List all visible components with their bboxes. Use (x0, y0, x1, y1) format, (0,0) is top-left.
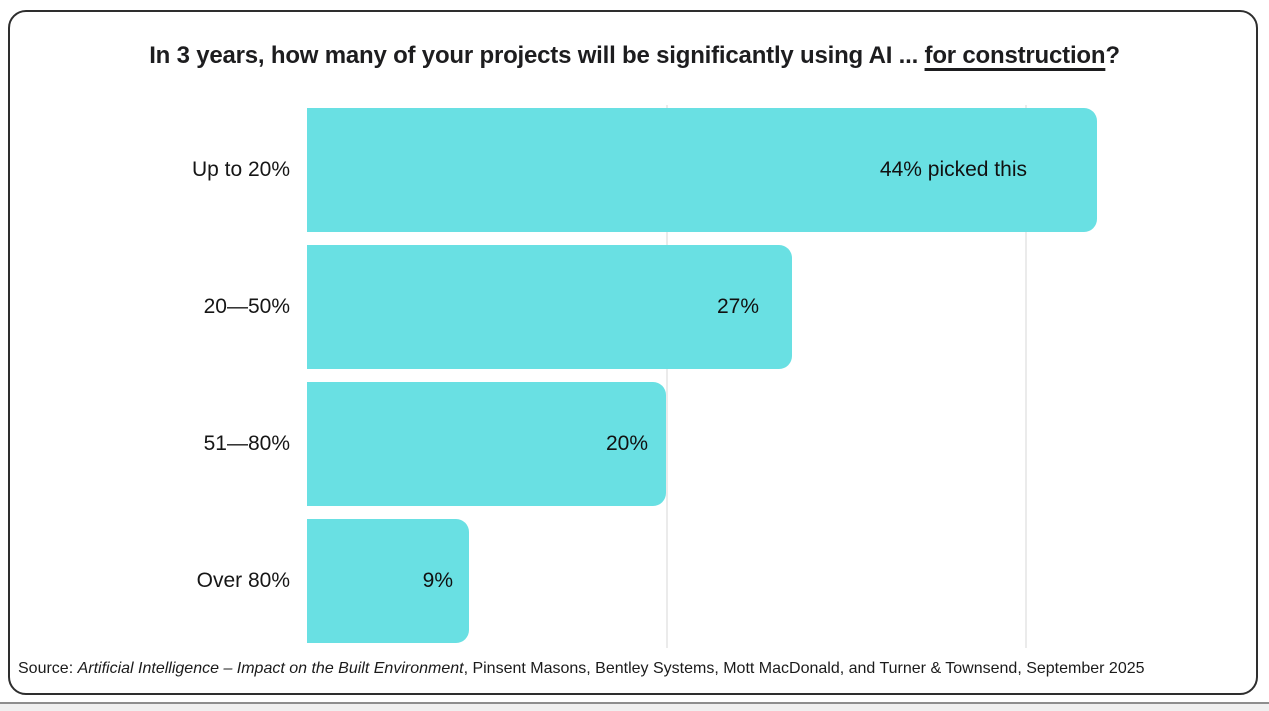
bar-value-label: 9% (422, 569, 453, 592)
bar-row: Over 80% 9% (0, 519, 1269, 643)
bar-value-label: 20% (605, 432, 648, 455)
bar-row: Up to 20% 44% picked this (0, 108, 1269, 232)
chart-title-text: In 3 years, how many of your projects wi… (149, 42, 925, 69)
source-citation: Source: Artificial Intelligence – Impact… (18, 660, 1250, 678)
category-label: 51—80% (203, 432, 290, 455)
source-report-title: Artificial Intelligence – Impact on the … (77, 660, 464, 677)
bar-row: 51—80% 20% (0, 382, 1269, 506)
gridline-40pct (1025, 105, 1027, 648)
bar-value-label: 44% picked this (879, 158, 1027, 181)
bar: 27% (307, 245, 792, 369)
category-label: 20—50% (203, 295, 290, 318)
bar: 20% (307, 382, 666, 506)
bar-row: 20—50% 27% (0, 245, 1269, 369)
chart-title-underlined-text: for construction (924, 42, 1106, 69)
bar: 9% (307, 519, 469, 643)
source-organizations: , Pinsent Masons, Bentley Systems, Mott … (463, 660, 1145, 677)
gridline-20pct (666, 105, 668, 648)
bar-value-label: 27% (716, 295, 759, 318)
chart-title-question-mark: ? (1105, 42, 1120, 69)
chart-title: In 3 years, how many of your projects wi… (0, 42, 1269, 70)
source-prefix: Source: (18, 660, 78, 677)
bottom-edge-strip (0, 702, 1269, 711)
category-label: Up to 20% (191, 158, 290, 181)
bar: 44% picked this (307, 108, 1097, 232)
category-label: Over 80% (196, 569, 290, 592)
